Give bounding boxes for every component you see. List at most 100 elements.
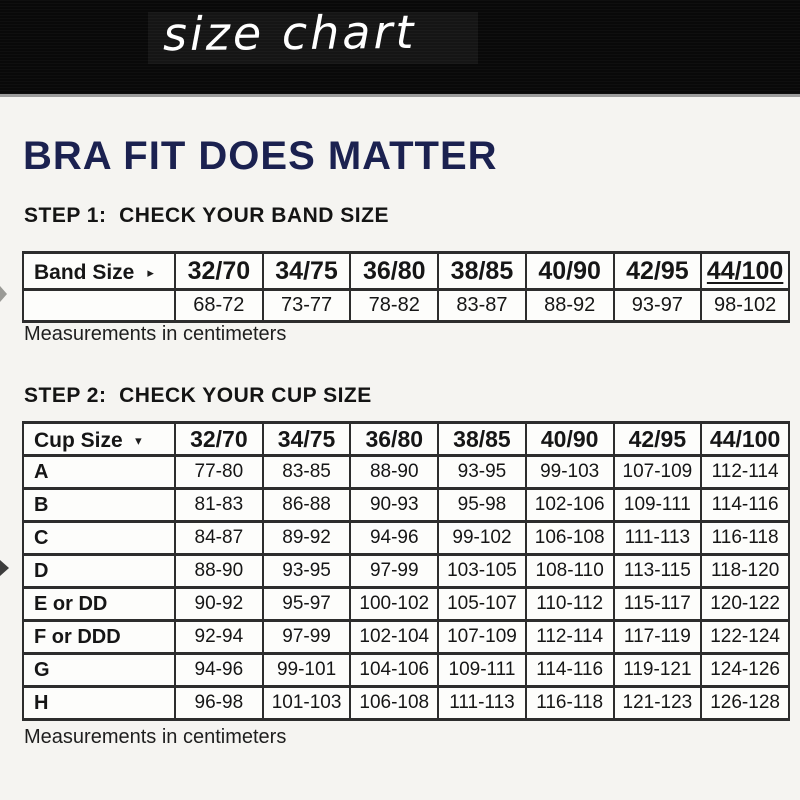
value-cell: 111-113: [612, 520, 703, 556]
row-label: F or DDD: [22, 619, 176, 655]
row-label: G: [22, 652, 176, 688]
step1-heading: STEP 1: CHECK YOUR BAND SIZE: [24, 204, 389, 227]
value-cell: 83-85: [261, 454, 352, 490]
column-header: 40/90: [524, 251, 615, 291]
value-cell: 100-102: [349, 586, 440, 622]
value-cell: 115-117: [612, 586, 703, 622]
left-edge-marker: [0, 560, 9, 576]
left-edge-marker: [0, 286, 7, 302]
value-cell: 105-107: [437, 586, 527, 622]
table-row: F or DDD 92-94 97-99 102-104 107-109 112-114 1…: [22, 619, 790, 655]
column-header: 38/85: [437, 421, 527, 457]
value-cell: 103-105: [437, 553, 527, 589]
value-cell: 78-82: [349, 288, 440, 323]
value-cell: 95-98: [437, 487, 527, 523]
cup-size-table: Cup Size ▾ 32/70 34/75 36/80 38/85 40/90 42/9…: [22, 421, 790, 721]
row-label: [22, 288, 176, 323]
cup-size-corner-cell: Cup Size ▾: [22, 421, 176, 457]
value-cell: 94-96: [349, 520, 440, 556]
column-header: 32/70: [174, 421, 264, 457]
table-row: A 77-80 83-85 88-90 93-95 99-103 107-109 112-11…: [22, 454, 790, 490]
value-cell: 93-95: [437, 454, 527, 490]
value-cell: 95-97: [261, 586, 352, 622]
value-cell: 110-112: [524, 586, 615, 622]
banner-title: size chart: [162, 4, 417, 62]
value-cell: 89-92: [261, 520, 352, 556]
table-row: G 94-96 99-101 104-106 109-111 114-116 119-121…: [22, 652, 790, 688]
value-cell: 107-109: [612, 454, 703, 490]
value-cell: 93-95: [261, 553, 352, 589]
value-cell: 99-102: [437, 520, 527, 556]
row-label: A: [22, 454, 176, 490]
value-cell: 81-83: [174, 487, 264, 523]
value-cell: 121-123: [612, 685, 703, 721]
value-cell: 84-87: [174, 520, 264, 556]
value-cell: 102-104: [349, 619, 440, 655]
value-cell: 109-111: [612, 487, 703, 523]
value-cell: 116-118: [524, 685, 615, 721]
value-cell: 88-90: [349, 454, 440, 490]
cup-size-label: Cup Size: [34, 428, 123, 452]
band-size-corner-cell: Band Size ▸: [22, 251, 176, 291]
value-cell: 106-108: [349, 685, 440, 721]
table-row: D 88-90 93-95 97-99 103-105 108-110 113-115 118…: [22, 553, 790, 589]
band-size-label: Band Size: [34, 260, 135, 284]
value-cell: 97-99: [349, 553, 440, 589]
column-header: 38/85: [437, 251, 527, 291]
cup-header-row: Cup Size ▾ 32/70 34/75 36/80 38/85 40/90 42/9…: [22, 421, 790, 457]
value-cell: 99-103: [524, 454, 615, 490]
column-header: 36/80: [349, 421, 440, 457]
value-cell: 126-128: [700, 685, 790, 721]
band-size-table: Band Size ▸ 32/70 34/75 36/80 38/85 40/90 42/…: [22, 251, 790, 323]
value-cell: 114-116: [700, 487, 790, 523]
value-cell: 124-126: [700, 652, 790, 688]
value-cell: 88-90: [174, 553, 264, 589]
table-row: E or DD 90-92 95-97 100-102 105-107 110-112 11…: [22, 586, 790, 622]
value-cell: 116-118: [700, 520, 790, 556]
column-header: 36/80: [349, 251, 440, 291]
value-cell: 118-120: [700, 553, 790, 589]
value-cell: 109-111: [437, 652, 527, 688]
value-cell: 90-92: [174, 586, 264, 622]
column-header: 40/90: [524, 421, 615, 457]
value-cell: 120-122: [700, 586, 790, 622]
column-header: 44/100: [700, 421, 790, 457]
row-label: E or DD: [22, 586, 176, 622]
value-cell: 106-108: [524, 520, 615, 556]
value-cell: 98-102: [700, 288, 790, 323]
table-row: H 96-98 101-103 106-108 111-113 116-118 121-12…: [22, 685, 790, 721]
value-cell: 83-87: [437, 288, 527, 323]
table-row: B 81-83 86-88 90-93 95-98 102-106 109-111 114-1…: [22, 487, 790, 523]
value-cell: 90-93: [349, 487, 440, 523]
value-cell: 96-98: [174, 685, 264, 721]
value-cell: 94-96: [174, 652, 264, 688]
band-header-row: Band Size ▸ 32/70 34/75 36/80 38/85 40/90 42/…: [22, 251, 790, 291]
value-cell: 114-116: [524, 652, 615, 688]
value-cell: 117-119: [612, 619, 703, 655]
value-cell: 104-106: [349, 652, 440, 688]
row-label: H: [22, 685, 176, 721]
value-cell: 111-113: [437, 685, 527, 721]
column-header: 44/100: [700, 251, 790, 291]
step2-heading: STEP 2: CHECK YOUR CUP SIZE: [24, 384, 372, 407]
value-cell: 86-88: [261, 487, 352, 523]
value-cell: 88-92: [524, 288, 615, 323]
row-label: B: [22, 487, 176, 523]
value-cell: 93-97: [612, 288, 703, 323]
column-header: 34/75: [261, 251, 352, 291]
value-cell: 68-72: [174, 288, 264, 323]
value-cell: 122-124: [700, 619, 790, 655]
table-row: C 84-87 89-92 94-96 99-102 106-108 111-113 116-…: [22, 520, 790, 556]
page-title: BRA FIT DOES MATTER: [23, 134, 498, 178]
column-header: 32/70: [174, 251, 264, 291]
row-label: C: [22, 520, 176, 556]
value-cell: 77-80: [174, 454, 264, 490]
right-triangle-icon: ▸: [147, 265, 154, 281]
value-cell: 119-121: [612, 652, 703, 688]
value-cell: 73-77: [261, 288, 352, 323]
value-cell: 107-109: [437, 619, 527, 655]
column-header: 42/95: [612, 421, 703, 457]
value-cell: 112-114: [700, 454, 790, 490]
column-header: 42/95: [612, 251, 703, 291]
